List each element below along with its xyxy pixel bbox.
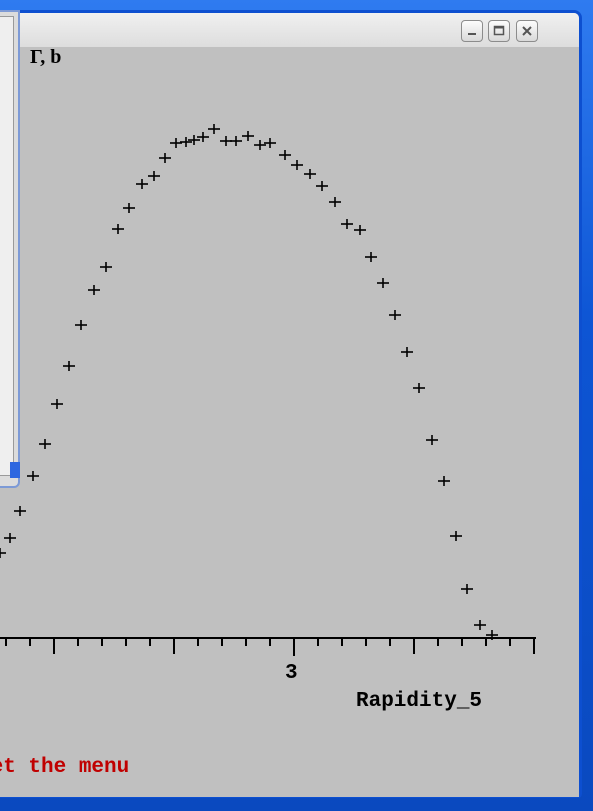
x-axis-label: Rapidity_5 <box>356 690 483 713</box>
overlay-panel[interactable] <box>0 10 20 488</box>
maximize-icon <box>493 25 505 36</box>
status-message: get the menu <box>0 756 130 779</box>
data-points <box>0 124 498 640</box>
close-button[interactable] <box>516 20 538 42</box>
minimize-button[interactable] <box>461 20 483 42</box>
maximize-button[interactable] <box>488 20 510 42</box>
plot-title: Γ, b <box>30 46 62 68</box>
overlay-panel-content <box>0 16 14 476</box>
close-icon <box>522 26 532 36</box>
minimize-icon <box>468 33 476 35</box>
x-axis <box>0 637 536 656</box>
plot-canvas[interactable] <box>0 47 579 797</box>
x-tick-label: 3 <box>285 662 298 685</box>
panel-resize-handle[interactable] <box>10 462 20 478</box>
